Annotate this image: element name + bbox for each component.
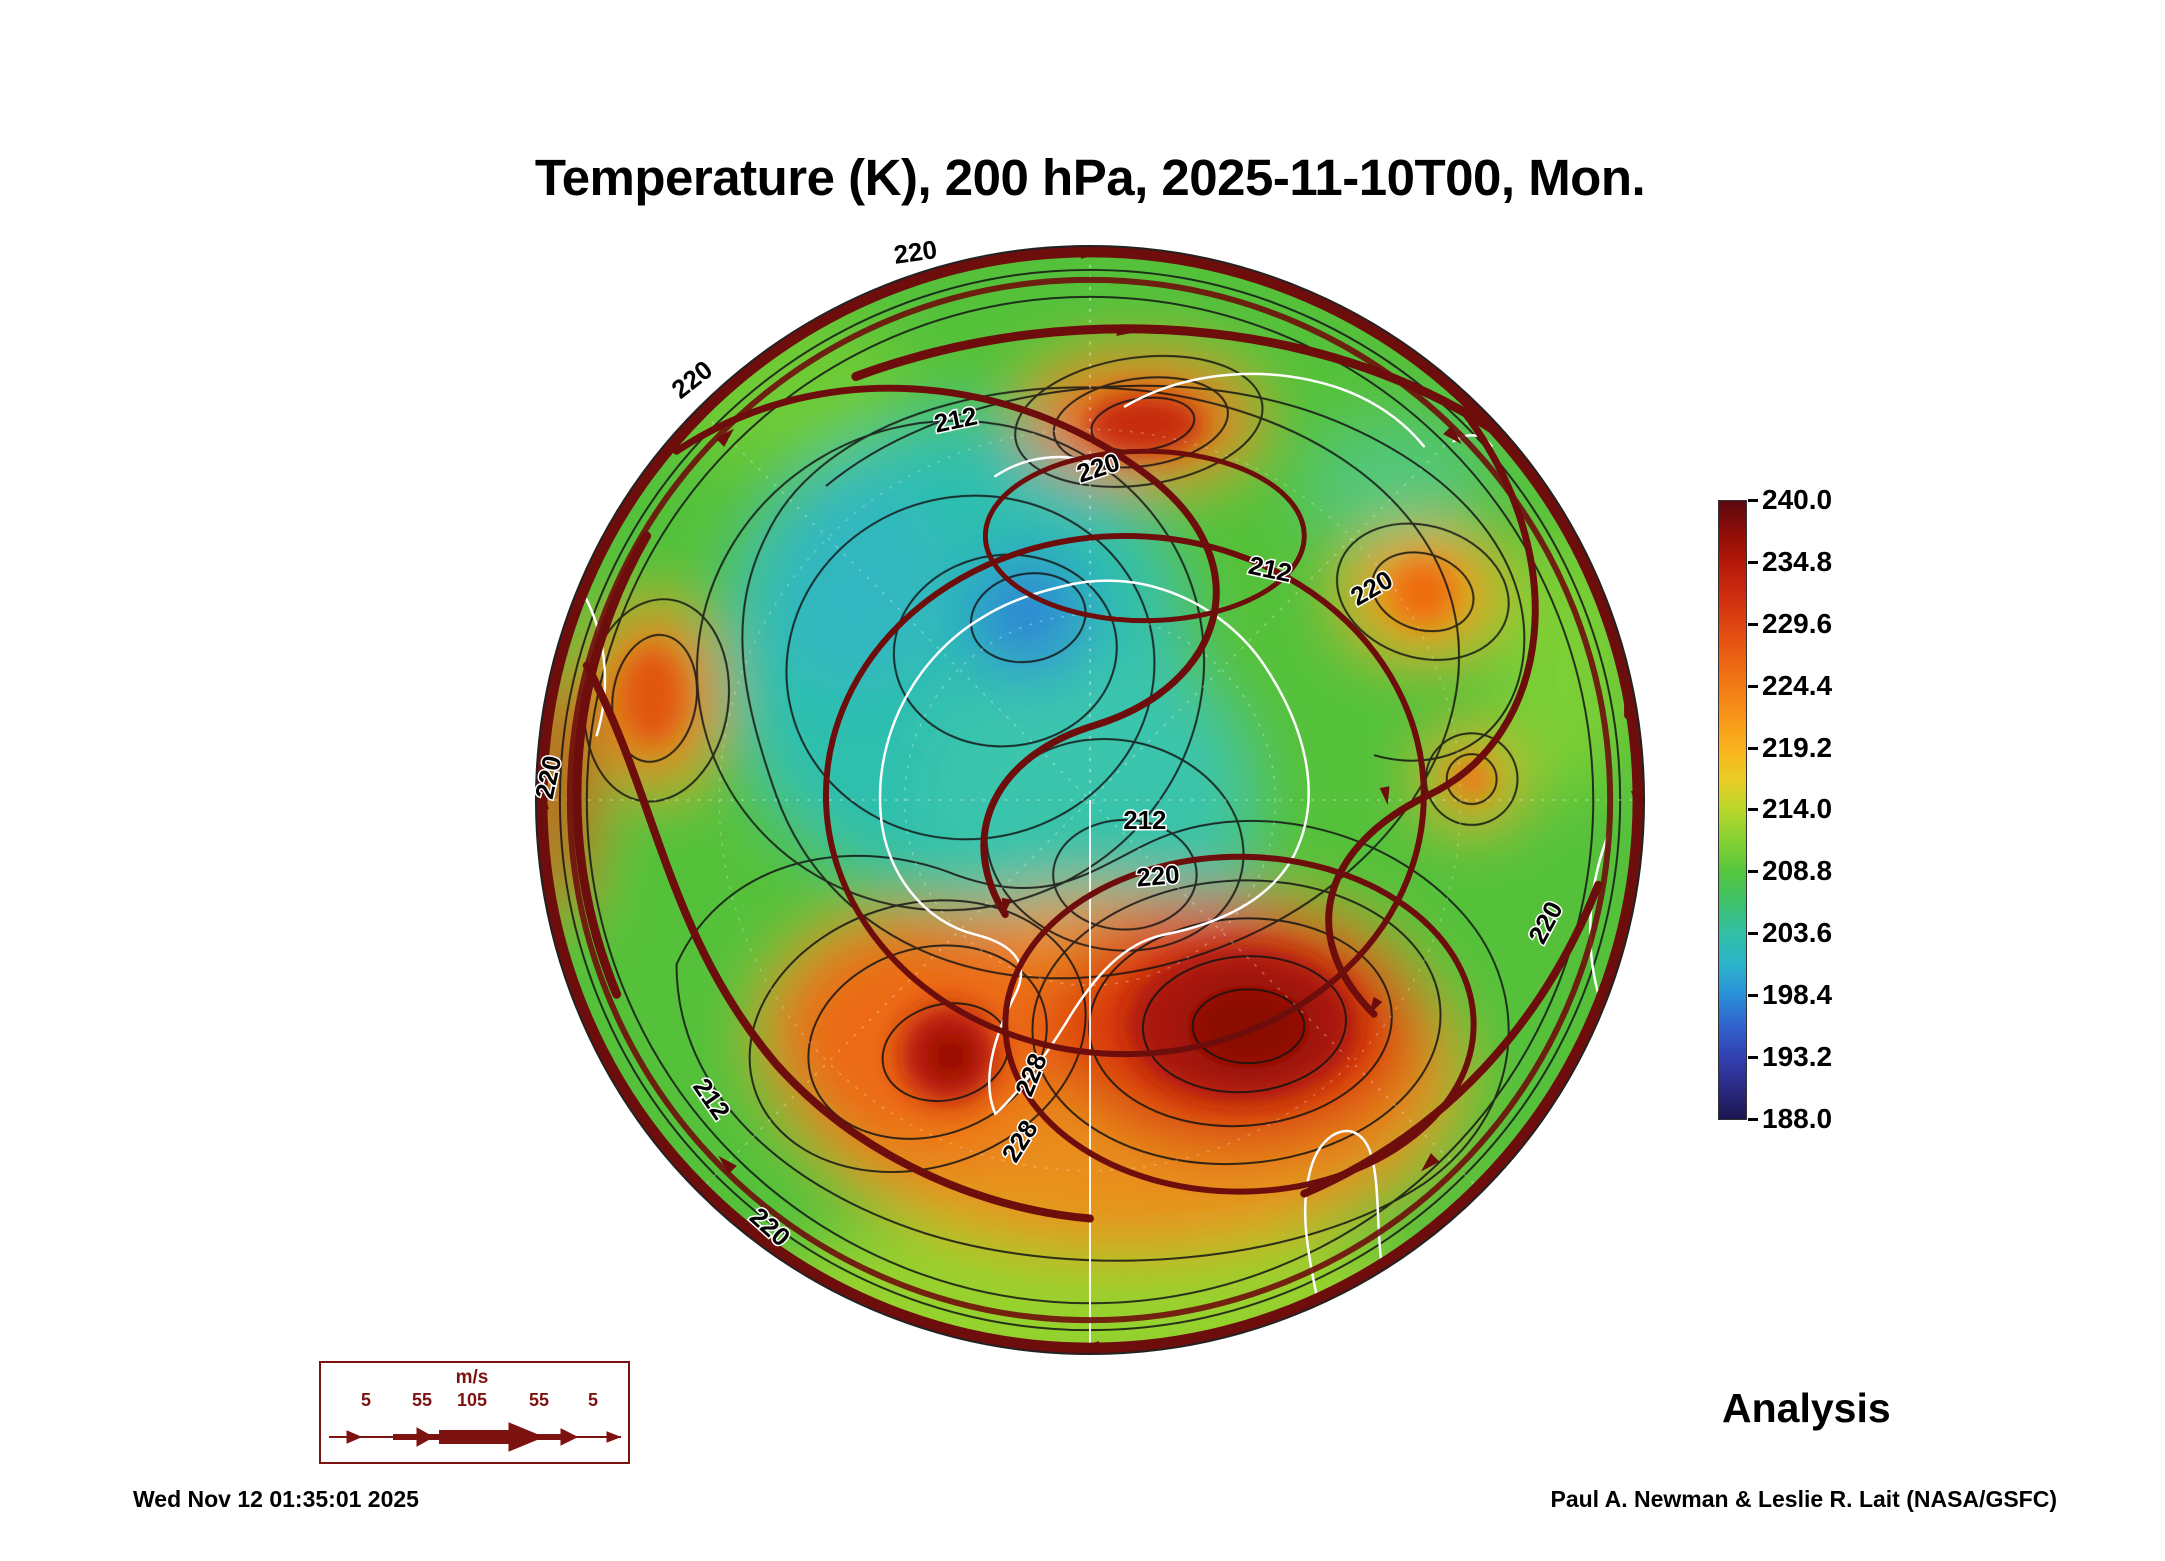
creation-timestamp: Wed Nov 12 01:35:01 2025 xyxy=(133,1486,419,1512)
wind-speed-value: 105 xyxy=(456,1390,488,1410)
wind-units-label: m/s xyxy=(455,1367,489,1388)
colorbar-tick-label: 198.4 xyxy=(1748,979,1882,1011)
colorbar-tick-label: 234.8 xyxy=(1748,546,1882,578)
colorbar-tick-label: 193.2 xyxy=(1748,1041,1882,1073)
wind-speed-value: 55 xyxy=(528,1390,550,1410)
temperature-field-cores xyxy=(622,394,1490,1104)
polar-map: 220 220 212 220 212 220 220 212 220 228 … xyxy=(527,237,1653,1363)
analysis-label: Analysis xyxy=(1722,1385,1891,1431)
credit-line: Paul A. Newman & Leslie R. Lait (NASA/GS… xyxy=(1550,1486,2057,1512)
wind-speed-value: 5 xyxy=(587,1390,598,1410)
streamline-arrows xyxy=(536,246,1644,1354)
wind-speed-value: 5 xyxy=(360,1390,371,1410)
colorbar-tick-label: 224.4 xyxy=(1748,670,1882,702)
contour-label: 220 xyxy=(1135,861,1180,893)
colorbar-tick-label: 219.2 xyxy=(1748,732,1882,764)
plot-title: Temperature (K), 200 hPa, 2025-11-10T00,… xyxy=(534,149,1646,206)
colorbar-tick-label: 214.0 xyxy=(1748,793,1882,825)
colorbar-tick-label: 208.8 xyxy=(1748,855,1882,887)
colorbar-tick-label: 203.6 xyxy=(1748,917,1882,949)
colorbar-tick-label: 229.6 xyxy=(1748,608,1882,640)
wind-speed-value: 55 xyxy=(411,1390,433,1410)
colorbar-tick-label: 240.0 xyxy=(1748,484,1882,516)
colorbar-tick-label: 188.0 xyxy=(1748,1103,1882,1135)
contour-label: 220 xyxy=(892,237,939,270)
colorbar xyxy=(1718,500,1747,1120)
wind-speed-legend: m/s 5 55 105 55 5 xyxy=(319,1361,630,1464)
wind-scale-arrow xyxy=(329,1422,622,1452)
map-boundary xyxy=(534,244,1646,1356)
temperature-map-svg: 220 220 212 220 212 220 220 212 220 228 … xyxy=(529,237,1646,1356)
contour-label: 212 xyxy=(1123,807,1166,835)
